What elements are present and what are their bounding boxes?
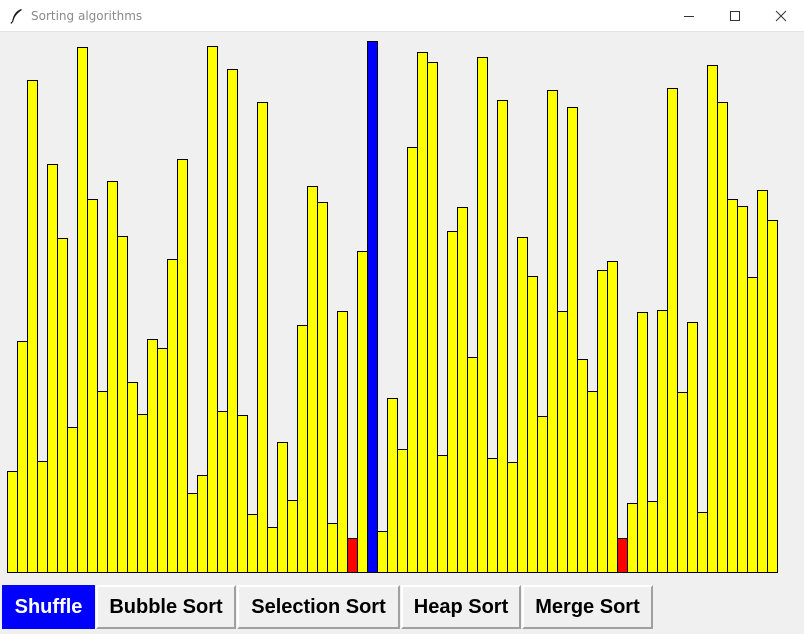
bar xyxy=(387,398,398,573)
bar xyxy=(297,325,308,573)
selection-sort-button[interactable]: Selection Sort xyxy=(237,585,400,629)
bar xyxy=(457,207,468,573)
bar xyxy=(497,100,508,573)
bar xyxy=(717,102,728,573)
bar xyxy=(707,65,718,573)
bar xyxy=(757,190,768,573)
bar xyxy=(677,392,688,573)
bar-chart xyxy=(7,41,778,573)
bar xyxy=(407,147,418,573)
bar xyxy=(657,310,668,573)
bar xyxy=(287,500,298,573)
bar xyxy=(137,414,148,573)
bar xyxy=(447,231,458,573)
bar xyxy=(577,359,588,573)
bar xyxy=(327,523,338,573)
bar xyxy=(257,102,268,573)
bar xyxy=(477,57,488,573)
bar xyxy=(687,322,698,573)
bar xyxy=(307,186,318,573)
bubble-sort-button[interactable]: Bubble Sort xyxy=(96,585,236,629)
window-title: Sorting algorithms xyxy=(31,9,143,23)
bar xyxy=(627,503,638,573)
bar xyxy=(737,206,748,573)
bar xyxy=(47,164,58,573)
bar xyxy=(127,382,138,573)
bar xyxy=(727,199,738,573)
minimize-icon xyxy=(684,16,694,17)
feather-icon xyxy=(10,8,24,24)
bar xyxy=(417,52,428,573)
title-bar: Sorting algorithms xyxy=(0,0,804,32)
maximize-icon xyxy=(730,11,740,21)
bar xyxy=(527,276,538,573)
bar xyxy=(487,458,498,573)
bar xyxy=(237,415,248,573)
bar xyxy=(537,416,548,573)
bar xyxy=(247,514,258,573)
bar xyxy=(767,220,778,573)
minimize-button[interactable] xyxy=(666,0,712,32)
bar xyxy=(197,475,208,573)
merge-sort-button[interactable]: Merge Sort xyxy=(522,585,653,629)
bar xyxy=(67,427,78,573)
bar xyxy=(587,391,598,573)
bar xyxy=(667,88,678,573)
bar xyxy=(617,538,628,573)
bar xyxy=(107,181,118,573)
bar xyxy=(397,449,408,573)
bar xyxy=(467,357,478,573)
bar xyxy=(597,270,608,573)
bar xyxy=(557,311,568,573)
bar xyxy=(17,341,28,573)
bar xyxy=(7,471,18,573)
bar xyxy=(567,107,578,573)
bar xyxy=(157,348,168,573)
bar xyxy=(57,238,68,573)
bar xyxy=(697,512,708,573)
bar xyxy=(77,47,88,573)
heap-sort-button[interactable]: Heap Sort xyxy=(401,585,521,629)
bar xyxy=(227,69,238,573)
bar xyxy=(437,455,448,573)
bar xyxy=(217,411,228,573)
bar xyxy=(207,46,218,573)
bar xyxy=(607,261,618,573)
bar xyxy=(27,80,38,573)
bar xyxy=(317,202,328,573)
close-button[interactable] xyxy=(758,0,804,32)
close-icon xyxy=(775,10,787,22)
bar xyxy=(267,527,278,573)
bar xyxy=(87,199,98,573)
bar xyxy=(167,259,178,573)
bar xyxy=(187,493,198,573)
maximize-button[interactable] xyxy=(712,0,758,32)
bar xyxy=(37,461,48,573)
bar xyxy=(637,312,648,573)
bar xyxy=(337,311,348,573)
bar xyxy=(517,237,528,573)
bar xyxy=(277,442,288,573)
shuffle-button[interactable]: Shuffle xyxy=(2,585,95,629)
bar xyxy=(377,531,388,573)
bar xyxy=(357,251,368,573)
bar xyxy=(367,41,378,573)
bar xyxy=(97,391,108,573)
bar xyxy=(347,538,358,573)
bar xyxy=(547,90,558,573)
bar xyxy=(117,236,128,573)
bar-canvas xyxy=(0,33,804,581)
bar xyxy=(647,501,658,573)
bar xyxy=(507,462,518,573)
bar xyxy=(747,277,758,573)
bar xyxy=(147,339,158,573)
bar xyxy=(427,62,438,573)
bar xyxy=(177,159,188,573)
